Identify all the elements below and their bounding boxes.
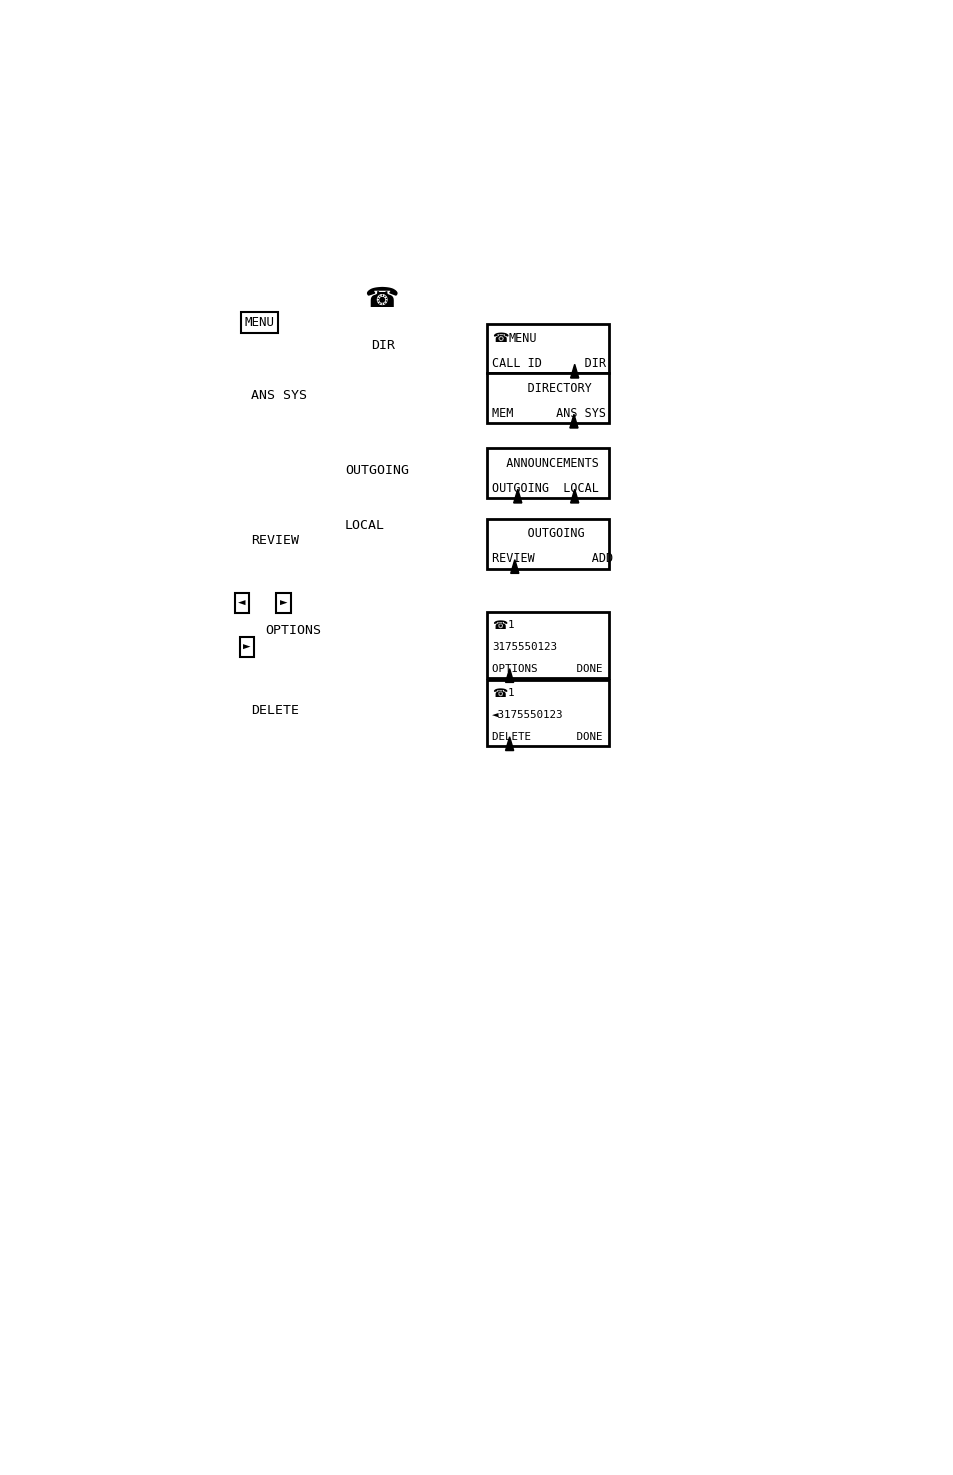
Text: 3175550123: 3175550123	[492, 642, 557, 652]
FancyBboxPatch shape	[486, 519, 609, 569]
Text: DIR: DIR	[370, 339, 395, 351]
Text: ANNOUNCEMENTS: ANNOUNCEMENTS	[492, 457, 598, 471]
FancyBboxPatch shape	[486, 680, 609, 746]
Text: ◄3175550123: ◄3175550123	[492, 711, 563, 720]
Text: MENU: MENU	[245, 316, 274, 329]
Text: REVIEW        ADD: REVIEW ADD	[492, 552, 613, 565]
Text: ►: ►	[279, 596, 287, 609]
Polygon shape	[505, 738, 513, 751]
Polygon shape	[510, 559, 518, 574]
Text: OUTGOING  LOCAL: OUTGOING LOCAL	[492, 482, 598, 496]
Text: ☎: ☎	[492, 618, 507, 631]
Text: REVIEW: REVIEW	[251, 534, 298, 547]
Text: OUTGOING: OUTGOING	[492, 528, 584, 540]
Text: OPTIONS      DONE: OPTIONS DONE	[492, 664, 601, 674]
Text: 1: 1	[508, 620, 514, 630]
FancyBboxPatch shape	[486, 323, 609, 373]
Text: DELETE: DELETE	[251, 704, 298, 717]
FancyBboxPatch shape	[486, 448, 609, 499]
Text: OPTIONS: OPTIONS	[265, 624, 321, 637]
Text: DIRECTORY: DIRECTORY	[492, 382, 591, 395]
Polygon shape	[570, 364, 578, 378]
Text: ANS SYS: ANS SYS	[251, 388, 307, 401]
Text: LOCAL: LOCAL	[344, 519, 384, 532]
Polygon shape	[570, 490, 578, 503]
Polygon shape	[505, 668, 513, 683]
Polygon shape	[569, 414, 578, 428]
Text: ☎: ☎	[364, 285, 398, 313]
Text: ◄: ◄	[238, 596, 246, 609]
Text: CALL ID      DIR: CALL ID DIR	[492, 357, 605, 370]
Text: OUTGOING: OUTGOING	[344, 463, 408, 476]
FancyBboxPatch shape	[486, 612, 609, 678]
Text: MENU: MENU	[508, 332, 537, 345]
Text: 1: 1	[508, 689, 514, 698]
Text: MEM      ANS SYS: MEM ANS SYS	[492, 407, 605, 420]
Text: ►: ►	[243, 640, 251, 653]
Text: ☎: ☎	[492, 332, 508, 345]
Text: ☎: ☎	[492, 687, 507, 699]
Text: DELETE       DONE: DELETE DONE	[492, 732, 601, 742]
Polygon shape	[513, 490, 521, 503]
FancyBboxPatch shape	[486, 373, 609, 423]
